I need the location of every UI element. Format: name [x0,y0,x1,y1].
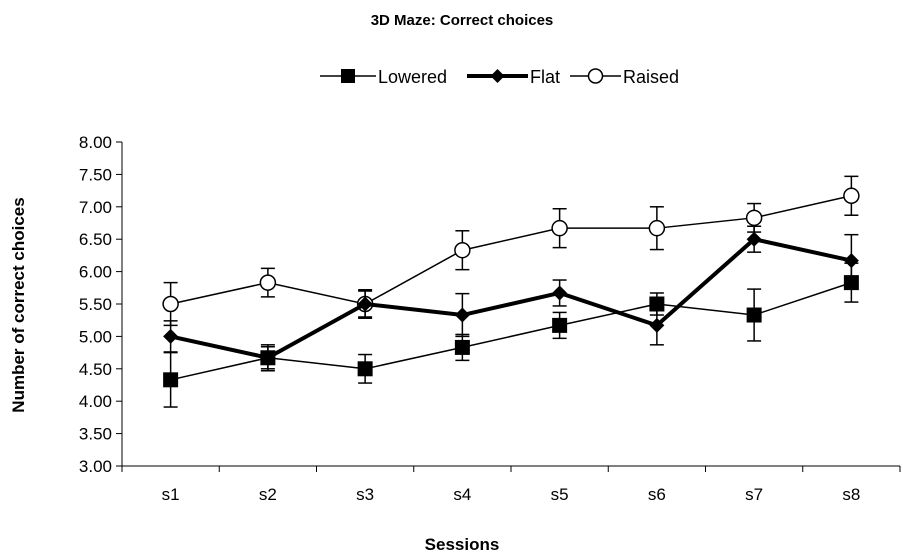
legend-item-lowered: Lowered [320,67,447,87]
point-raised [648,219,666,237]
chart-title: 3D Maze: Correct choices [371,12,554,29]
legend: Lowered Flat Raised [320,67,679,87]
y-tick-label: 4.50 [79,360,112,379]
y-tick-label: 5.00 [79,327,112,346]
y-tick-label: 3.00 [79,457,112,476]
x-tick-label: s6 [648,485,666,504]
y-axis-title: Number of correct choices [9,197,28,412]
x-axis-title: Sessions [425,535,500,554]
plot-area [162,175,860,408]
x-tick-label: s2 [259,485,277,504]
legend-label-lowered: Lowered [378,67,447,87]
point-lowered [357,361,373,377]
x-tick-label: s4 [453,485,471,504]
legend-label-flat: Flat [530,67,560,87]
x-tick-label: s3 [356,485,374,504]
point-flat [649,317,665,333]
series-line-raised [170,195,852,305]
point-lowered [454,339,470,355]
point-flat [552,285,568,301]
y-tick-label: 4.00 [79,392,112,411]
x-tick-label: s5 [551,485,569,504]
point-raised [259,274,277,291]
y-tick-label: 3.50 [79,425,112,444]
point-flat [843,253,859,269]
point-flat [260,350,276,366]
point-lowered [649,296,665,312]
point-raised [843,187,860,205]
legend-marker-raised [587,68,604,84]
x-tick-label: s8 [842,485,860,504]
y-tick-label: 6.00 [79,263,112,282]
y-tick-label: 5.50 [79,295,112,314]
series-flat [163,225,859,372]
y-tick-label: 6.50 [79,230,112,249]
point-lowered [746,307,762,323]
series-line-flat [170,237,852,360]
point-raised [551,219,568,237]
y-axis: 3.00 3.50 4.00 4.50 5.00 5.50 6.00 6.50 7.00 7.50… [79,133,123,476]
y-tick-label: 7.00 [79,198,112,217]
y-tick-label: 8.00 [79,133,112,152]
legend-marker-lowered [341,69,355,83]
x-axis: s1 s2 s3 s4 s5 s6 s7 s8 [121,465,901,504]
legend-item-raised: Raised [570,67,679,87]
x-tick-label: s7 [745,485,763,504]
point-lowered [163,372,179,388]
point-raised [745,209,763,227]
point-flat [357,296,373,312]
series-line-lowered [170,281,852,381]
point-flat [746,231,762,247]
series-lowered [163,262,859,408]
legend-item-flat: Flat [467,67,560,87]
point-raised [162,295,179,313]
x-tick-label: s1 [162,485,180,504]
legend-marker-flat [490,69,505,83]
y-tick-label: 7.50 [79,165,112,184]
point-raised [454,241,471,259]
point-lowered [552,317,568,333]
point-flat [454,307,470,323]
legend-label-raised: Raised [623,67,679,87]
point-flat [163,328,179,344]
